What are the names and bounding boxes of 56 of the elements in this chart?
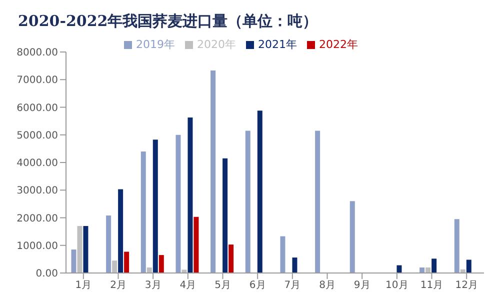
- x-tick-label: 8月: [319, 280, 336, 292]
- bar: [466, 260, 472, 273]
- y-tick-label: 5000.00: [16, 130, 58, 142]
- bar: [83, 226, 88, 273]
- bar: [176, 134, 181, 273]
- bar: [106, 216, 112, 273]
- x-tick-label: 4月: [180, 280, 196, 292]
- x-tick-label: 11月: [420, 280, 444, 292]
- y-tick-label: 6000.00: [16, 102, 58, 114]
- x-tick-label: 9月: [354, 280, 370, 292]
- x-tick-label: 2月: [110, 280, 126, 292]
- bar: [222, 158, 228, 273]
- x-tick-label: 1月: [75, 280, 92, 292]
- bar: [140, 151, 146, 273]
- legend-label: 2021年: [258, 38, 297, 51]
- bar: [350, 201, 355, 273]
- x-tick-label: 6月: [249, 280, 266, 292]
- x-tick-label: 10月: [386, 280, 408, 292]
- bar: [188, 117, 193, 273]
- bar: [146, 267, 152, 273]
- bar: [454, 219, 460, 273]
- bar: [118, 189, 124, 273]
- bar: [432, 258, 437, 273]
- y-tick-label: 4000.00: [16, 158, 58, 170]
- legend-label: 2019年: [136, 38, 175, 51]
- x-tick-label: 5月: [214, 280, 231, 292]
- y-tick-label: 2000.00: [16, 213, 58, 224]
- y-tick-label: 0.00: [36, 268, 58, 280]
- x-tick-label: 7月: [284, 280, 301, 292]
- bar: [245, 130, 250, 273]
- bar: [194, 216, 199, 273]
- bar: [124, 252, 130, 273]
- bar: [396, 265, 402, 273]
- bar: [77, 226, 82, 273]
- y-tick-label: 3000.00: [16, 186, 58, 197]
- y-tick-label: 8000.00: [16, 48, 58, 59]
- bar: [182, 270, 187, 273]
- bar: [420, 267, 425, 273]
- bar: [228, 244, 234, 273]
- chart-title: 2020-2022年我国荞麦进口量（单位：吨）: [17, 11, 319, 32]
- bar: [257, 110, 262, 273]
- bar: [112, 260, 118, 273]
- bar: [152, 140, 158, 273]
- bar: [315, 130, 320, 273]
- bar: [71, 250, 76, 273]
- x-tick-label: 12月: [455, 280, 478, 292]
- legend-label: 2020年: [197, 38, 236, 51]
- bar: [280, 236, 286, 273]
- bar: [210, 70, 216, 273]
- legend-label: 2022年: [319, 38, 358, 51]
- bar: [158, 255, 164, 273]
- y-tick-label: 1000.00: [16, 240, 58, 252]
- x-tick-label: 3月: [144, 280, 162, 292]
- y-tick-label: 7000.00: [16, 75, 58, 86]
- bar: [292, 258, 298, 273]
- bar: [426, 267, 431, 273]
